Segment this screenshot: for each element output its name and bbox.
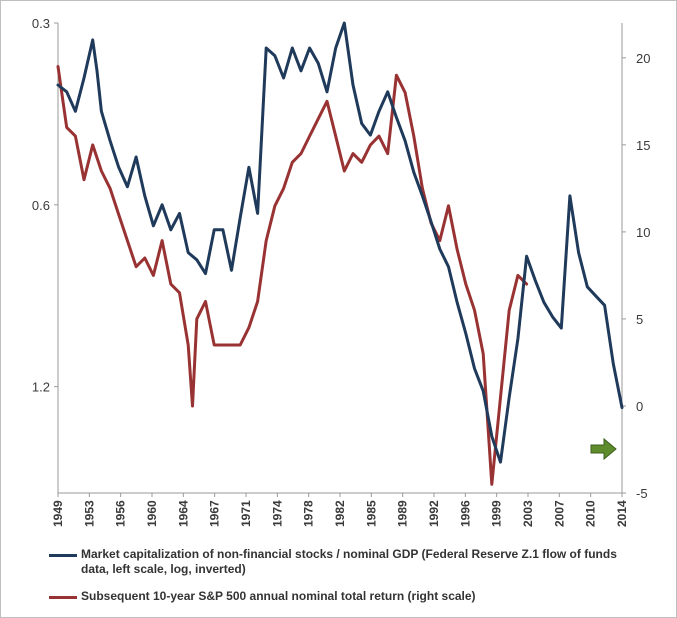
x-tick-label: 1974 xyxy=(270,500,284,527)
x-tick-label: 1971 xyxy=(239,500,253,527)
legend-label-series-1: Market capitalization of non-financial s… xyxy=(81,547,617,576)
x-tick-label: 1989 xyxy=(396,500,410,527)
x-tick-label: 2014 xyxy=(615,500,629,527)
legend-item-series-2: Subsequent 10-year S&P 500 annual nomina… xyxy=(49,589,649,605)
x-tick-label: 1956 xyxy=(114,500,128,527)
legend-label-series-2: Subsequent 10-year S&P 500 annual nomina… xyxy=(81,589,476,603)
legend-swatch-series-2 xyxy=(49,596,77,599)
right-tick-label: -5 xyxy=(636,486,648,501)
right-tick-label: 5 xyxy=(636,312,643,327)
x-tick-label: 1964 xyxy=(176,500,190,527)
left-tick-label: 0.3 xyxy=(32,16,50,31)
x-tick-label: 1985 xyxy=(364,500,378,527)
series-line-2 xyxy=(56,65,529,486)
left-tick-label: 1.2 xyxy=(32,380,50,395)
right-tick-label: 20 xyxy=(636,51,650,66)
current-value-arrow-icon xyxy=(590,437,617,461)
x-tick-label: 1953 xyxy=(82,500,96,527)
series-line-1 xyxy=(56,21,624,464)
x-tick-label: 1996 xyxy=(458,500,472,527)
x-tick-label: 1999 xyxy=(490,500,504,527)
left-axis-ticks: 0.3 0.6 1.2 xyxy=(32,16,58,395)
legend-item-series-1: Market capitalization of non-financial s… xyxy=(49,547,649,579)
right-tick-label: 10 xyxy=(636,225,650,240)
x-tick-label: 2003 xyxy=(521,500,535,527)
legend-swatch-series-1 xyxy=(49,554,77,557)
x-tick-label: 1978 xyxy=(302,500,316,527)
x-tick-label: 2010 xyxy=(584,500,598,527)
x-tick-label: 2007 xyxy=(552,500,566,527)
x-axis-ticks: 1949 1953 1956 1960 1964 1967 1971 1974 1978 1982… xyxy=(51,493,629,527)
right-tick-label: 0 xyxy=(636,399,643,414)
x-tick-label: 1967 xyxy=(208,500,222,527)
x-tick-label: 1982 xyxy=(333,500,347,527)
x-tick-label: 1949 xyxy=(51,500,65,527)
right-tick-label: 15 xyxy=(636,138,650,153)
series-lines xyxy=(56,21,624,486)
x-tick-label: 1992 xyxy=(427,500,441,527)
right-axis-ticks: 20 15 10 5 0 -5 xyxy=(622,51,650,501)
left-tick-label: 0.6 xyxy=(32,198,50,213)
x-tick-label: 1960 xyxy=(145,500,159,527)
